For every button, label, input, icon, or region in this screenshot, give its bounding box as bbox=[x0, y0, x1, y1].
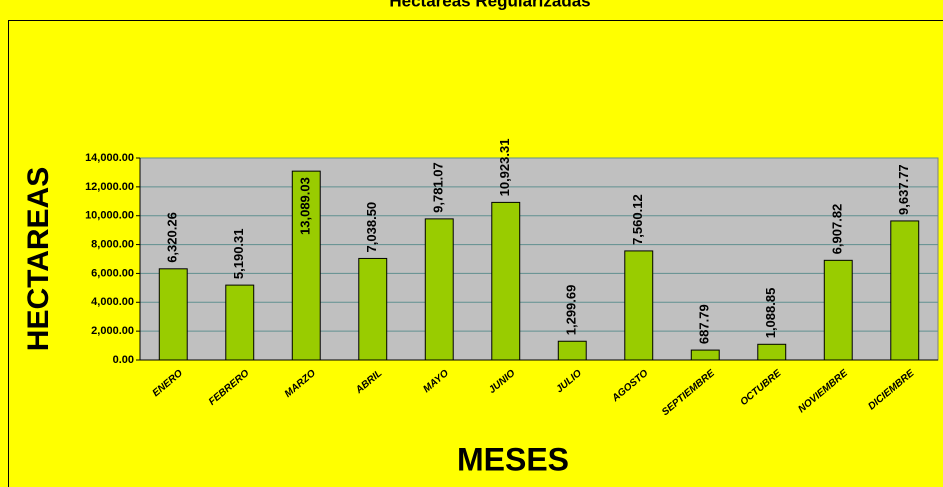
bar bbox=[624, 250, 654, 361]
y-tick-label: 14,000.00 bbox=[85, 152, 134, 164]
value-label: 5,190.31 bbox=[231, 229, 246, 280]
bar bbox=[225, 284, 255, 361]
value-label: 10,923.31 bbox=[497, 139, 512, 197]
y-tick-label: 12,000.00 bbox=[85, 181, 134, 193]
x-axis-title: MESES bbox=[457, 441, 569, 477]
bar bbox=[557, 340, 587, 361]
bar bbox=[291, 170, 321, 361]
value-label: 1,088.85 bbox=[763, 288, 778, 339]
y-tick-label: 10,000.00 bbox=[85, 210, 134, 222]
y-tick-label: 6,000.00 bbox=[91, 267, 134, 279]
y-tick-label: 0.00 bbox=[113, 354, 134, 366]
bar bbox=[690, 349, 720, 361]
plot-area bbox=[139, 157, 939, 361]
chart-border bbox=[8, 20, 943, 487]
y-tick-label: 8,000.00 bbox=[91, 238, 134, 250]
value-label: 9,637.77 bbox=[896, 164, 911, 215]
bar bbox=[757, 343, 787, 361]
value-label: 13,089.03 bbox=[298, 177, 313, 235]
bar bbox=[424, 218, 454, 361]
value-label: 7,560.12 bbox=[630, 194, 645, 245]
value-label: 687.79 bbox=[697, 304, 712, 344]
y-tick-label: 4,000.00 bbox=[91, 296, 134, 308]
value-label: 9,781.07 bbox=[431, 162, 446, 213]
y-tick-label: 2,000.00 bbox=[91, 325, 134, 337]
value-label: 6,907.82 bbox=[830, 204, 845, 255]
bar bbox=[358, 257, 388, 361]
chart-title: Hectareas Regularizadas bbox=[389, 0, 590, 10]
bar bbox=[890, 220, 920, 361]
bar bbox=[158, 268, 188, 361]
y-axis-title: HECTAREAS bbox=[22, 167, 55, 351]
value-label: 7,038.50 bbox=[364, 202, 379, 253]
value-label: 6,320.26 bbox=[165, 212, 180, 263]
bar bbox=[491, 201, 521, 361]
value-label: 1,299.69 bbox=[564, 285, 579, 336]
bar bbox=[823, 259, 853, 361]
